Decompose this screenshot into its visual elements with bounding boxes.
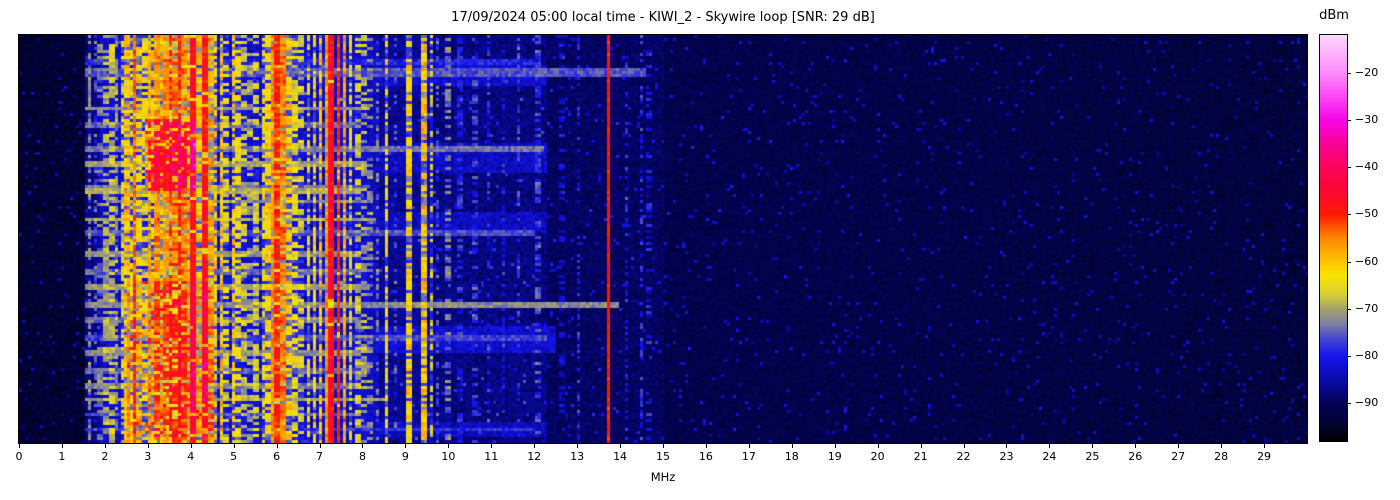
x-tick xyxy=(405,444,407,448)
x-tick xyxy=(190,444,192,448)
x-tick-label: 15 xyxy=(656,450,670,463)
x-tick xyxy=(362,444,364,448)
x-tick-label: 18 xyxy=(784,450,799,463)
colorbar-tick xyxy=(1347,72,1351,74)
x-tick-label: 10 xyxy=(441,450,456,463)
x-tick xyxy=(319,444,321,448)
x-tick-label: 2 xyxy=(101,450,109,463)
x-tick-label: 7 xyxy=(316,450,324,463)
x-tick-label: 25 xyxy=(1085,450,1100,463)
x-tick-label: 24 xyxy=(1042,450,1057,463)
x-tick-label: 23 xyxy=(999,450,1014,463)
x-tick xyxy=(705,444,707,448)
plot-area xyxy=(18,34,1308,444)
colorbar-tick xyxy=(1347,403,1351,405)
spectrogram-canvas xyxy=(19,35,1307,443)
colorbar-tick-label: −40 xyxy=(1355,160,1379,174)
x-tick-label: 26 xyxy=(1128,450,1143,463)
colorbar-tick-label: −60 xyxy=(1355,254,1379,268)
colorbar-tick-label: −90 xyxy=(1355,396,1379,410)
x-tick-label: 5 xyxy=(230,450,238,463)
x-tick-label: 21 xyxy=(913,450,928,463)
x-tick-label: 19 xyxy=(827,450,842,463)
x-tick xyxy=(963,444,965,448)
x-tick-label: 1 xyxy=(58,450,66,463)
colorbar-tick-label: −20 xyxy=(1355,65,1379,79)
x-tick xyxy=(1049,444,1051,448)
x-tick xyxy=(877,444,879,448)
x-tick xyxy=(1006,444,1008,448)
x-tick-label: 8 xyxy=(358,450,366,463)
x-tick-label: 9 xyxy=(401,450,409,463)
x-tick xyxy=(577,444,579,448)
x-tick-label: 22 xyxy=(956,450,971,463)
x-tick xyxy=(920,444,922,448)
x-tick-label: 14 xyxy=(613,450,628,463)
x-tick xyxy=(1178,444,1180,448)
colorbar-tick xyxy=(1347,167,1351,169)
x-tick xyxy=(448,444,450,448)
x-tick xyxy=(620,444,622,448)
x-tick-label: 13 xyxy=(570,450,585,463)
x-tick xyxy=(19,444,20,448)
x-tick-label: 17 xyxy=(741,450,756,463)
x-tick-label: 0 xyxy=(15,450,23,463)
x-tick xyxy=(104,444,106,448)
colorbar-tick xyxy=(1347,119,1351,121)
x-tick-label: 16 xyxy=(698,450,713,463)
colorbar-tick xyxy=(1347,356,1351,358)
x-tick xyxy=(61,444,63,448)
x-tick xyxy=(491,444,493,448)
x-tick xyxy=(276,444,278,448)
x-tick-label: 6 xyxy=(273,450,281,463)
colorbar-tick-label: −50 xyxy=(1355,207,1379,221)
colorbar-tick xyxy=(1347,214,1351,216)
colorbar-tick-label: −70 xyxy=(1355,301,1379,315)
plot-title: 17/09/2024 05:00 local time - KIWI_2 - S… xyxy=(451,10,875,25)
x-tick xyxy=(791,444,793,448)
x-tick xyxy=(1264,444,1266,448)
colorbar xyxy=(1319,34,1348,442)
x-tick-label: 29 xyxy=(1257,450,1272,463)
colorbar-tick-label: −80 xyxy=(1355,349,1379,363)
colorbar-tick xyxy=(1347,261,1351,263)
x-tick-label: 4 xyxy=(187,450,195,463)
x-tick-label: 28 xyxy=(1214,450,1229,463)
x-tick-label: 12 xyxy=(527,450,542,463)
x-axis-label: MHz xyxy=(650,470,676,484)
x-tick xyxy=(233,444,235,448)
colorbar-label: dBm xyxy=(1319,8,1349,23)
x-tick xyxy=(1221,444,1223,448)
x-tick xyxy=(663,444,664,448)
x-tick xyxy=(834,444,836,448)
x-tick-label: 11 xyxy=(484,450,499,463)
x-tick xyxy=(748,444,750,448)
x-tick xyxy=(1135,444,1137,448)
x-tick-label: 3 xyxy=(144,450,152,463)
x-tick xyxy=(534,444,536,448)
colorbar-tick-label: −30 xyxy=(1355,112,1379,126)
x-tick-label: 27 xyxy=(1171,450,1186,463)
x-tick xyxy=(1092,444,1094,448)
x-tick-label: 20 xyxy=(870,450,885,463)
x-tick xyxy=(147,444,149,448)
colorbar-tick xyxy=(1347,308,1351,310)
